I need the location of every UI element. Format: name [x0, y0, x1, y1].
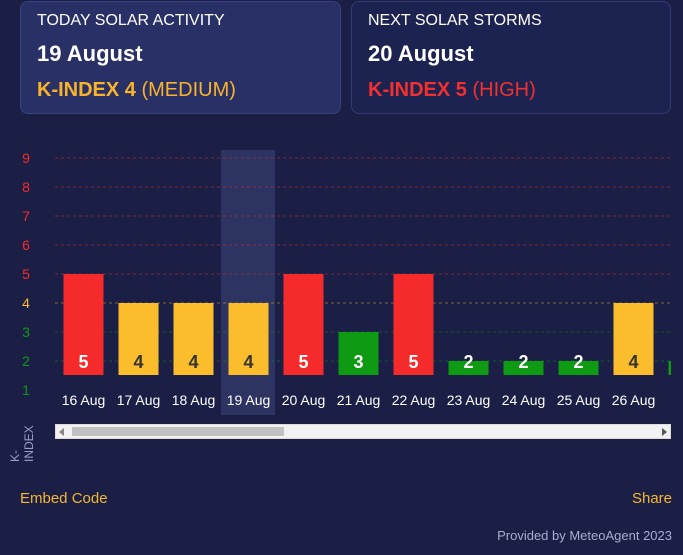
- today-date: 19 August: [37, 41, 143, 66]
- y-tick-label: 1: [22, 382, 30, 398]
- x-tick-label: 23 Aug: [447, 392, 491, 408]
- x-tick-label: 20 Aug: [282, 392, 326, 408]
- bar[interactable]: [283, 274, 324, 375]
- x-tick-label: 17 Aug: [117, 392, 161, 408]
- y-tick-label: 3: [22, 324, 30, 340]
- bar[interactable]: [228, 303, 269, 375]
- bar-value-label: 4: [243, 352, 253, 372]
- x-tick-label: 25 Aug: [557, 392, 601, 408]
- bar-value-label: 5: [408, 352, 418, 372]
- scroll-thumb[interactable]: [72, 427, 284, 436]
- x-tick-label: 21 Aug: [337, 392, 381, 408]
- bar-value-label: 4: [133, 352, 143, 372]
- bar[interactable]: [448, 361, 489, 375]
- provided-by-credit: Provided by MeteoAgent 2023: [497, 528, 672, 543]
- today-activity-card: TODAY SOLAR ACTIVITY 19 August K-INDEX 4…: [20, 1, 341, 114]
- bar-value-label: 2: [518, 352, 528, 372]
- y-tick-label: 8: [22, 179, 30, 195]
- bar-value-label: 2: [573, 352, 583, 372]
- bar-value-label: 3: [353, 352, 363, 372]
- today-kindex-level: (MEDIUM): [141, 79, 236, 101]
- y-tick-label: 5: [22, 266, 30, 282]
- bar[interactable]: [503, 361, 544, 375]
- next-storms-card: NEXT SOLAR STORMS 20 August K-INDEX 5 (H…: [351, 1, 671, 114]
- x-tick-label: 16 Aug: [62, 392, 106, 408]
- bar[interactable]: [118, 303, 159, 375]
- bar-value-label: 4: [188, 352, 198, 372]
- bar-value-label: 5: [298, 352, 308, 372]
- y-axis-title: K-INDEX: [8, 425, 36, 462]
- bar[interactable]: [393, 274, 434, 375]
- scroll-left-arrow-icon[interactable]: [59, 428, 64, 436]
- today-title: TODAY SOLAR ACTIVITY: [37, 12, 225, 29]
- x-tick-label: 18 Aug: [172, 392, 216, 408]
- bar[interactable]: [173, 303, 214, 375]
- bar-value-label: 5: [78, 352, 88, 372]
- next-title: NEXT SOLAR STORMS: [368, 12, 542, 29]
- bar[interactable]: [668, 361, 683, 375]
- bar[interactable]: [63, 274, 104, 375]
- bar[interactable]: [338, 332, 379, 375]
- chart-horizontal-scrollbar[interactable]: [55, 424, 671, 439]
- y-tick-label: 6: [22, 237, 30, 253]
- bar-value-label: 2: [463, 352, 473, 372]
- x-tick-label: 22 Aug: [392, 392, 436, 408]
- next-date: 20 August: [368, 41, 474, 66]
- next-kindex-value: K-INDEX 5: [368, 79, 467, 101]
- y-tick-label: 7: [22, 208, 30, 224]
- bar-value-label: 4: [628, 352, 638, 372]
- next-kindex: K-INDEX 5 (HIGH): [368, 78, 654, 102]
- bar[interactable]: [613, 303, 654, 375]
- share-link[interactable]: Share: [631, 490, 672, 507]
- x-tick-label: 26 Aug: [612, 392, 656, 408]
- highlight-column: [221, 150, 275, 415]
- y-tick-label: 4: [22, 295, 30, 311]
- today-kindex-value: K-INDEX 4: [37, 79, 136, 101]
- y-tick-label: 9: [22, 150, 30, 166]
- embed-code-link[interactable]: Embed Code: [20, 490, 108, 507]
- x-tick-label: 19 Aug: [227, 392, 271, 408]
- scroll-right-arrow-icon[interactable]: [662, 428, 667, 436]
- next-kindex-level: (HIGH): [472, 79, 536, 101]
- today-kindex: K-INDEX 4 (MEDIUM): [37, 78, 324, 102]
- bar[interactable]: [558, 361, 599, 375]
- y-tick-label: 2: [22, 353, 30, 369]
- x-tick-label: 24 Aug: [502, 392, 546, 408]
